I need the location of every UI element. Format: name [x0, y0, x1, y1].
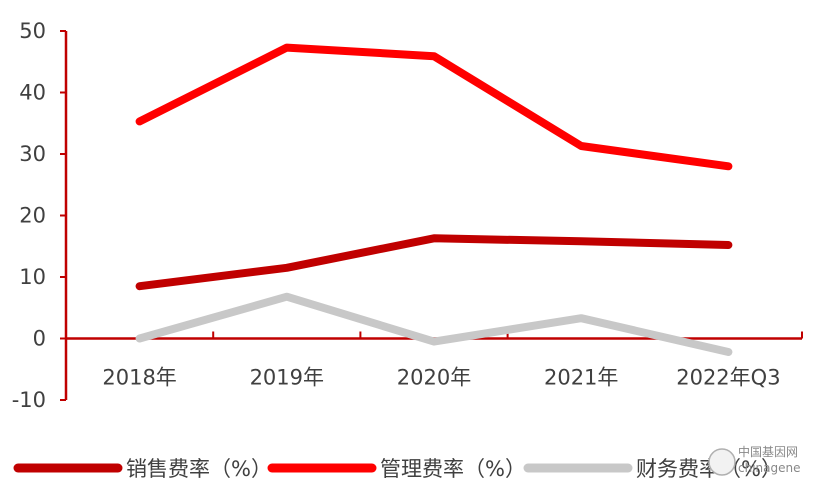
axes: -10 0 10 20 30 40 50 2018年 2019年 2020年 2021年 2022年Q… [12, 19, 803, 412]
x-tick-label: 2018年 [102, 366, 176, 390]
watermark-logo-icon [708, 448, 736, 476]
watermark-title: 中国基因网 [738, 444, 798, 459]
watermark: 中国基因网 chinagene [708, 444, 800, 476]
y-tick-label: 10 [19, 265, 46, 289]
y-tick-label: 0 [33, 327, 46, 351]
x-tick-label: 2022年Q3 [676, 366, 780, 390]
series-line-3 [135, 292, 733, 356]
series-line-1 [135, 234, 733, 291]
y-tick-label: 50 [19, 19, 46, 43]
y-tick-label: 30 [19, 142, 46, 166]
x-tick-label: 2021年 [544, 366, 618, 390]
x-tick-label: 2020年 [397, 366, 471, 390]
x-tick-label: 2019年 [250, 366, 324, 390]
y-tick-label: 20 [19, 204, 46, 228]
series-line-2 [135, 43, 733, 171]
y-tick-label: -10 [12, 388, 46, 412]
legend-label: 管理费率（%） [380, 457, 526, 481]
series-group [135, 43, 733, 356]
y-tick-label: 40 [19, 81, 46, 105]
legend-label: 销售费率（%） [126, 457, 272, 481]
legend: 销售费率（%） 管理费率（%） 财务费率（%） [13, 457, 782, 481]
watermark-subtitle: chinagene [738, 461, 800, 475]
